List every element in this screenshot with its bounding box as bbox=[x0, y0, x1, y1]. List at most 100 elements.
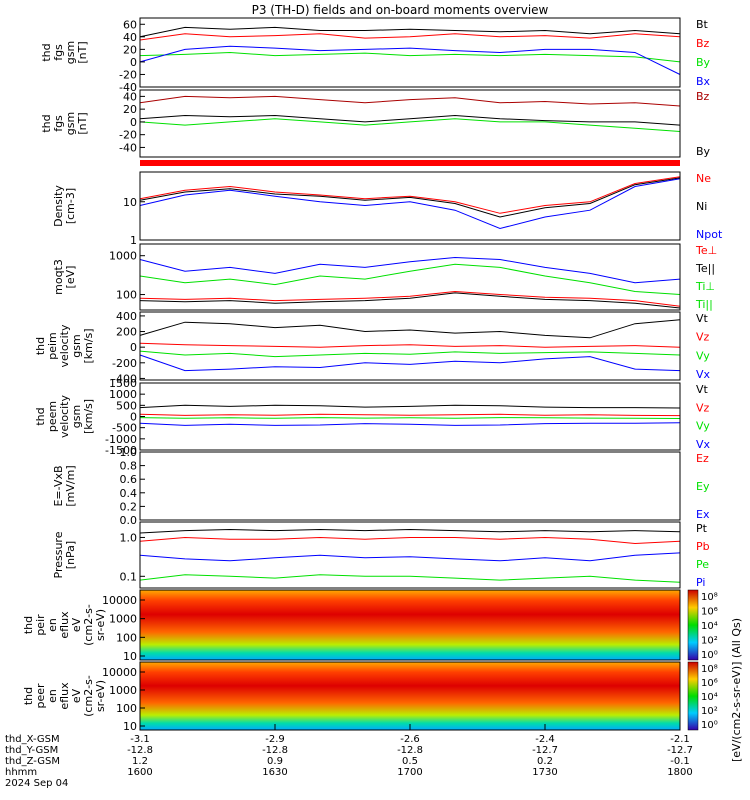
y-tick-label: -20 bbox=[119, 129, 137, 142]
legend-label: Vz bbox=[696, 331, 710, 344]
series-line-By bbox=[139, 51, 681, 63]
x-tick-label: -12.8 bbox=[262, 745, 288, 756]
x-tick-label: -12.7 bbox=[667, 745, 693, 756]
peir-en-eflux-colorbar bbox=[687, 589, 699, 661]
x-axis-row-label: thd_Y-GSM bbox=[5, 745, 58, 756]
fgs-gsm-frame bbox=[139, 17, 681, 88]
y-tick-label: 20 bbox=[123, 103, 137, 116]
y-tick-label: 0.6 bbox=[120, 473, 138, 486]
peer-en-eflux-spectrogram bbox=[140, 662, 680, 730]
colorbar-title: [eV/(cm2-s-sr-eV)] (All Qs) bbox=[730, 618, 743, 762]
legend-label: Vt bbox=[696, 383, 709, 396]
series-line-Te|| bbox=[139, 292, 681, 309]
y-tick-label: 20 bbox=[123, 43, 137, 56]
x-tick-label: -12.8 bbox=[397, 745, 423, 756]
y-tick-label: 1.0 bbox=[120, 446, 138, 459]
y-tick-label: 40 bbox=[123, 31, 137, 44]
colorbar-tick-label: 10⁰ bbox=[701, 720, 718, 731]
y-axis-label: Pressure[nPa] bbox=[52, 531, 77, 578]
efield-panel: 1.00.80.60.40.20.0 Ez Ey Ex E=-VxB[mV/m] bbox=[52, 446, 710, 527]
y-axis-label: E=-VxB[mV/m] bbox=[52, 465, 77, 506]
series-line-By bbox=[139, 114, 681, 126]
legend-label: Bz bbox=[696, 90, 710, 103]
legend-label: Vx bbox=[696, 368, 711, 381]
legend-label: Bx bbox=[696, 75, 711, 88]
series-line-Vx bbox=[139, 422, 681, 426]
peer-en-eflux-panel: 10⁸ 10⁶ 10⁴ 10² 10⁰ 10000 1000 100 10 thdpeerenef… bbox=[22, 661, 718, 733]
y-tick-label: 0 bbox=[130, 341, 137, 354]
y-tick-label: 0.4 bbox=[120, 487, 138, 500]
legend-label: Vx bbox=[696, 438, 711, 451]
y-axis-label: thdpeimvelocitygsm[km/s] bbox=[34, 324, 95, 367]
legend-label: Vz bbox=[696, 401, 710, 414]
series-line-unnamed bbox=[139, 118, 681, 132]
x-tick-label: 1730 bbox=[532, 767, 557, 778]
y-tick-label: -200 bbox=[112, 357, 137, 370]
series-line-Npot bbox=[139, 178, 681, 230]
x-tick-label: -12.7 bbox=[532, 745, 558, 756]
series-line-Vx bbox=[139, 354, 681, 372]
peer-en-eflux-colorbar bbox=[687, 661, 699, 731]
y-tick-label: 10 bbox=[123, 650, 137, 663]
colorbar-tick-label: 10⁸ bbox=[701, 664, 718, 675]
series-line-Bz bbox=[139, 33, 681, 41]
y-tick-label: -40 bbox=[119, 141, 137, 154]
y-tick-label: 60 bbox=[123, 18, 137, 31]
y-tick-label: 100 bbox=[116, 289, 137, 302]
legend-label: Bz bbox=[696, 37, 710, 50]
y-tick-label: 1000 bbox=[109, 250, 137, 263]
y-axis-label: thdpeerenefluxeV(cm2-s-sr-eV) bbox=[22, 675, 107, 717]
y-tick-label: 400 bbox=[116, 310, 137, 323]
density-panel: 10 1 Ne Ni Npot Density[cm-3] bbox=[52, 171, 723, 247]
x-tick-label: 0.2 bbox=[537, 756, 553, 767]
x-axis-row-label: thd_X-GSM bbox=[5, 734, 60, 745]
series-line-Bz bbox=[139, 95, 681, 107]
y-tick-label: -1500 bbox=[105, 444, 137, 457]
x-axis-row-label: 2024 Sep 04 bbox=[5, 778, 68, 789]
y-tick-label: 0.2 bbox=[120, 500, 138, 513]
y-tick-label: 0.0 bbox=[120, 514, 138, 527]
legend-label: Ex bbox=[696, 508, 710, 521]
y-axis-label: thdpeemvelocitygsm[km/s] bbox=[34, 395, 95, 438]
y-tick-label: 0 bbox=[130, 411, 137, 424]
peir-en-eflux-panel: 10⁸ 10⁶ 10⁴ 10² 10⁰ 10000 1000 100 10 thdpeirenef… bbox=[22, 589, 718, 663]
series-line-Vt bbox=[139, 404, 681, 409]
x-tick-label: 1.2 bbox=[132, 756, 148, 767]
legend-label: Vy bbox=[696, 420, 710, 433]
series-line-Vy bbox=[139, 417, 681, 419]
x-tick-label: -12.8 bbox=[127, 745, 153, 756]
colorbar-tick-label: 10² bbox=[701, 636, 718, 647]
y-axis-label: moqt3[eV] bbox=[52, 259, 77, 295]
colorbar-tick-label: 10² bbox=[701, 706, 718, 717]
y-axis-label: thdfgsgsm[nT] bbox=[40, 112, 89, 135]
y-tick-label: 1.0 bbox=[120, 531, 138, 544]
legend-label: By bbox=[696, 56, 711, 69]
legend-label: Ti|| bbox=[695, 298, 713, 311]
series-line-Vz bbox=[139, 413, 681, 417]
x-tick-label: -2.4 bbox=[535, 734, 555, 745]
x-tick-label: 0.9 bbox=[267, 756, 283, 767]
density-frame bbox=[139, 171, 681, 241]
peim-velocity-panel: 400 200 0 -200 -400 Vt Vz Vy Vx thdpeimvelocitygs… bbox=[34, 310, 711, 386]
temperature-frame bbox=[139, 243, 681, 311]
y-tick-label: 1000 bbox=[109, 388, 137, 401]
y-tick-label: -20 bbox=[119, 68, 137, 81]
y-tick-label: -500 bbox=[112, 422, 137, 435]
y-tick-label: 100 bbox=[116, 702, 137, 715]
y-tick-label: 10 bbox=[123, 720, 137, 733]
y-tick-label: -1000 bbox=[105, 433, 137, 446]
legend-label: Ni bbox=[696, 200, 707, 213]
series-line-Vy bbox=[139, 350, 681, 358]
y-tick-label: 1000 bbox=[109, 613, 137, 626]
legend-label: Ne bbox=[696, 172, 711, 185]
x-axis-row-label: hhmm bbox=[5, 767, 37, 778]
series-line-Pb bbox=[139, 536, 681, 545]
fgs-gsm-2-frame bbox=[139, 89, 681, 158]
x-tick-label: 1600 bbox=[127, 767, 152, 778]
pressure-panel: 1.0 0.1 Pt Pb Pe Pi Pressure[nPa] bbox=[52, 521, 710, 589]
x-tick-label: 0.5 bbox=[402, 756, 418, 767]
peem-velocity-frame bbox=[139, 382, 681, 451]
